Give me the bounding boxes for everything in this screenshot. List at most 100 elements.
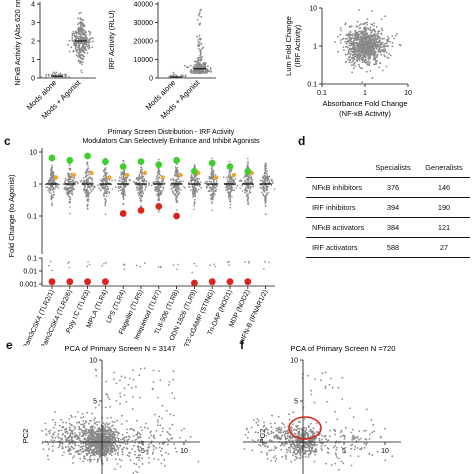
panel-a-point bbox=[80, 69, 83, 72]
panel-c-point bbox=[229, 197, 232, 200]
panel-e-point bbox=[160, 450, 162, 453]
panel-c-point bbox=[137, 176, 140, 178]
panel-e-point bbox=[74, 432, 76, 434]
panel-e-point bbox=[168, 432, 170, 435]
panel-c-point bbox=[82, 181, 84, 184]
panel-c-point bbox=[246, 199, 249, 202]
panel-c-point bbox=[177, 263, 179, 266]
panel-c-point bbox=[233, 180, 235, 182]
panel-a-point bbox=[71, 36, 74, 39]
panel-a-point bbox=[79, 11, 82, 14]
panel-e-point bbox=[94, 368, 97, 371]
panel-c-point bbox=[70, 185, 72, 187]
panel-a-point bbox=[78, 33, 80, 35]
panel-a-point bbox=[85, 42, 87, 45]
panel-a-point bbox=[74, 47, 77, 50]
panel-e-point bbox=[99, 435, 102, 438]
panel-e-point bbox=[155, 447, 158, 449]
panel-a-point bbox=[73, 39, 76, 42]
panel-e-point bbox=[183, 427, 186, 430]
panel-scatter-ytick-label: 10 bbox=[309, 6, 317, 13]
panel-c-point bbox=[148, 182, 150, 184]
panel-scatter-point bbox=[356, 20, 359, 23]
panel-c-point bbox=[98, 187, 100, 189]
panel-scatter-point bbox=[354, 55, 357, 58]
panel-c-point bbox=[210, 201, 213, 203]
panel-e-point bbox=[82, 460, 85, 463]
panel-c-orange-point bbox=[178, 172, 183, 178]
panel-scatter-point bbox=[376, 33, 378, 36]
panel-c-green-point bbox=[48, 154, 56, 162]
panel-b-point bbox=[198, 64, 201, 66]
panel-a-point bbox=[87, 44, 90, 46]
panel-e-point bbox=[102, 444, 105, 446]
panel-a-point bbox=[80, 30, 82, 33]
panel-e-point bbox=[138, 435, 141, 438]
panel-scatter-point bbox=[345, 45, 347, 48]
panel-c-point bbox=[229, 180, 231, 183]
panel-scatter-point bbox=[348, 44, 351, 47]
panel-c-point bbox=[172, 192, 175, 195]
panel-c-point bbox=[251, 179, 254, 181]
panel-e-point bbox=[65, 421, 67, 424]
panel-c-point bbox=[71, 190, 73, 192]
panel-d-table: Specialists Generalists NFκB inhibitors … bbox=[306, 158, 470, 258]
panel-scatter-point bbox=[360, 35, 363, 37]
panel-scatter-point bbox=[377, 30, 380, 33]
panel-b-point bbox=[198, 12, 201, 15]
panel-c-point bbox=[244, 179, 247, 182]
panel-scatter-point bbox=[370, 40, 373, 43]
panel-e-point bbox=[114, 444, 117, 446]
panel-scatter-point bbox=[371, 50, 373, 53]
panel-c-point bbox=[251, 184, 254, 186]
panel-e-point bbox=[110, 454, 113, 457]
panel-e-point bbox=[41, 442, 44, 444]
panel-c-point bbox=[215, 188, 217, 191]
panel-c-point bbox=[104, 198, 106, 200]
panel-e-point bbox=[66, 432, 69, 435]
panel-c-point bbox=[228, 171, 231, 173]
panel-c-point bbox=[248, 262, 250, 264]
panel-c-point bbox=[246, 175, 248, 177]
panel-e-point bbox=[41, 429, 43, 432]
panel-e-point bbox=[132, 435, 135, 438]
panel-e-point bbox=[132, 428, 135, 431]
panel-c-point bbox=[193, 188, 196, 190]
panel-b-point bbox=[183, 64, 186, 67]
panel-c-point bbox=[266, 173, 268, 176]
panel-c-point bbox=[178, 192, 180, 195]
panel-c-point bbox=[162, 189, 164, 191]
panel-c-point bbox=[104, 204, 106, 207]
panel-e-point bbox=[97, 458, 100, 461]
panel-e-point bbox=[80, 416, 82, 419]
panel-scatter-point bbox=[375, 51, 377, 54]
panel-c-point bbox=[172, 264, 175, 266]
panel-e-point bbox=[135, 456, 138, 459]
panel-c-point bbox=[226, 184, 229, 187]
panel-e-point bbox=[105, 380, 107, 383]
panel-c-orange-point bbox=[214, 175, 219, 180]
panel-e-point bbox=[162, 443, 165, 446]
panel-scatter-point bbox=[357, 53, 359, 56]
panel-e-point bbox=[83, 426, 86, 429]
panel-c-point bbox=[48, 191, 50, 193]
panel-scatter-point bbox=[361, 40, 364, 43]
panel-scatter-point bbox=[367, 34, 370, 37]
panel-c-point bbox=[70, 187, 73, 190]
panel-c-point bbox=[213, 189, 215, 192]
panel-e-point bbox=[108, 422, 111, 425]
panel-scatter-point bbox=[342, 37, 345, 40]
panel-c-point bbox=[139, 171, 141, 173]
panel-e-point bbox=[90, 449, 93, 452]
table-header-empty bbox=[306, 158, 368, 178]
panel-c-point bbox=[50, 180, 52, 183]
panel-b-point bbox=[189, 64, 192, 67]
panel-e-point bbox=[98, 404, 100, 406]
panel-scatter-point bbox=[359, 23, 362, 25]
panel-scatter-point bbox=[358, 27, 361, 30]
panel-scatter-point bbox=[369, 52, 372, 55]
panel-e-point bbox=[102, 431, 104, 434]
panel-c-point bbox=[121, 193, 123, 196]
panel-scatter-point bbox=[360, 50, 363, 53]
